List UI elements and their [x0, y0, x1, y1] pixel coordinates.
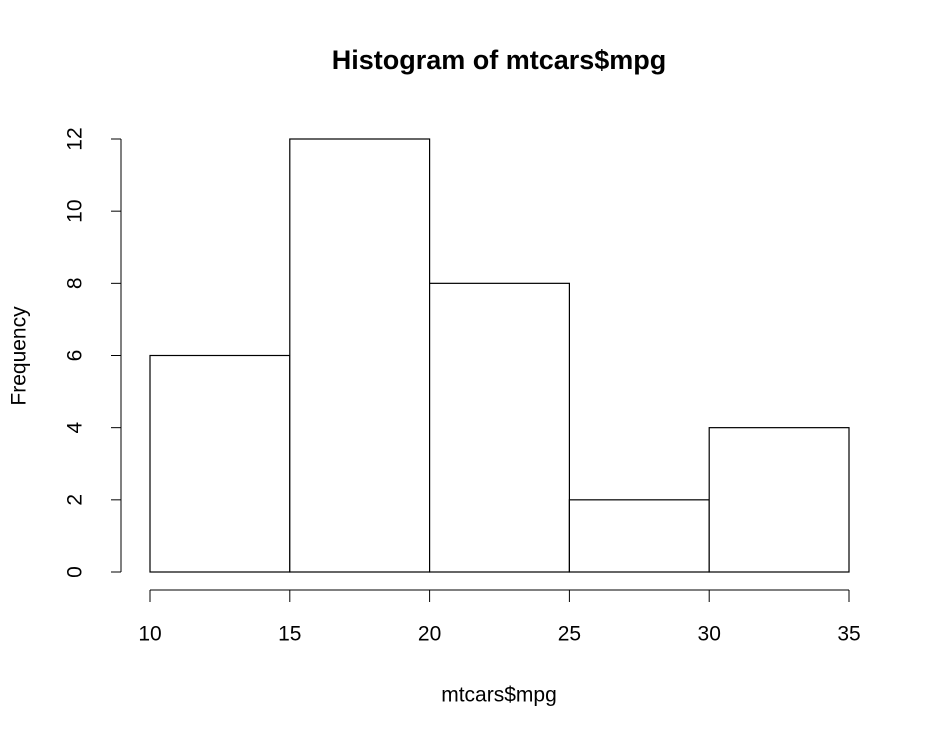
- x-tick-label: 20: [418, 623, 441, 646]
- bar: [149, 354, 291, 573]
- y-tick-label: 4: [64, 422, 87, 434]
- y-tick-label: 0: [64, 566, 87, 578]
- y-tick-label: 10: [64, 199, 87, 222]
- bar: [708, 427, 850, 573]
- x-tick-label: 25: [558, 623, 581, 646]
- bar: [429, 282, 571, 573]
- y-tick-label: 12: [64, 127, 87, 150]
- x-tick-label: 35: [837, 623, 860, 646]
- x-axis-label: mtcars$mpg: [441, 684, 557, 707]
- x-tick-label: 30: [698, 623, 721, 646]
- y-tick-label: 6: [64, 350, 87, 362]
- x-tick-label: 10: [138, 623, 161, 646]
- x-tick-label: 15: [278, 623, 301, 646]
- bar: [289, 138, 431, 573]
- bar: [568, 499, 710, 573]
- y-tick-label: 2: [64, 494, 87, 506]
- y-tick-label: 8: [64, 277, 87, 289]
- chart-title: Histogram of mtcars$mpg: [332, 45, 667, 75]
- y-axis-label: Frequency: [8, 306, 31, 406]
